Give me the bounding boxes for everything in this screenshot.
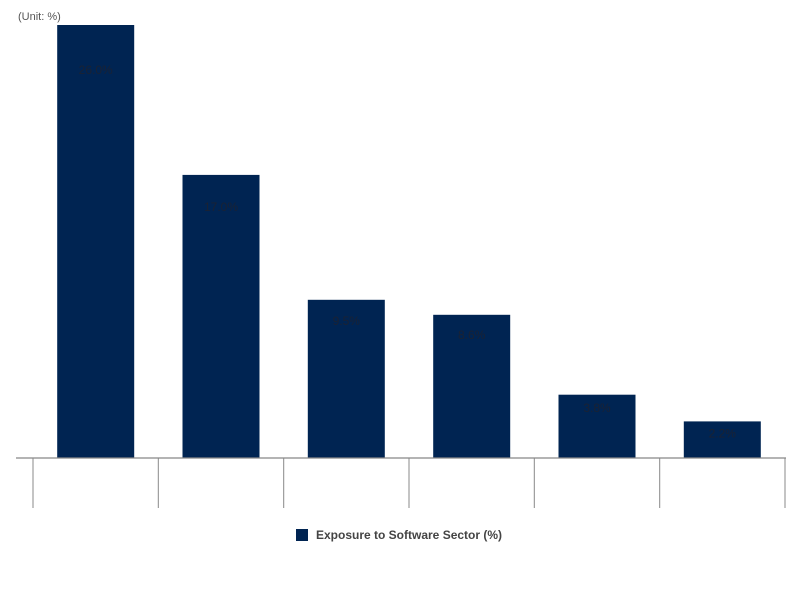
unit-label: (Unit: %) [18,11,61,23]
data-label-0: 26.0% [79,63,113,77]
data-label-5: 2.2% [709,426,737,440]
bar-4 [558,394,636,458]
data-label-2: 9.5% [333,314,361,328]
data-label-1: 17.0% [204,200,238,214]
legend: Exposure to Software Sector (%) [296,528,502,542]
bar-0 [57,25,135,458]
legend-swatch [296,529,308,541]
bar-1 [182,174,260,458]
bar-3 [433,314,511,458]
bar-2 [307,299,385,458]
legend-label: Exposure to Software Sector (%) [316,528,503,542]
bar-chart: 26.0% 17.0% 9.5% 8.6% 3.8% 2.2% [16,25,786,508]
data-label-4: 3.8% [583,401,611,415]
data-label-3: 8.6% [458,328,486,342]
bar-5 [683,421,761,458]
